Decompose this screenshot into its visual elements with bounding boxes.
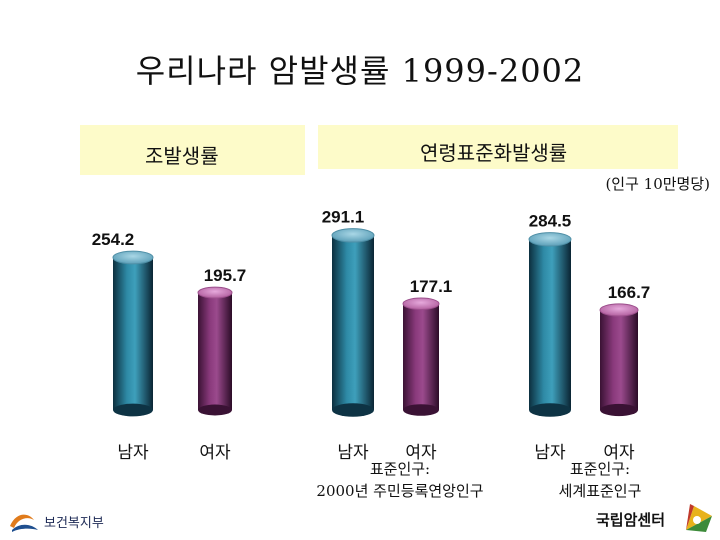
korean-standard-note: 표준인구: 2000년 주민등록연앙인구 bbox=[295, 458, 505, 502]
value-label-crude-female: 195.7 bbox=[204, 266, 247, 285]
korean-standard-note-line1: 표준인구: bbox=[369, 460, 431, 478]
cancer-center-logo: 국립암센터 bbox=[596, 504, 712, 532]
category-label-crude-male: 남자 bbox=[117, 443, 149, 463]
ministry-logo-text: 보건복지부 bbox=[44, 516, 104, 531]
bar-world-female bbox=[600, 309, 638, 410]
page-title: 우리나라 암발생률 1999-2002 bbox=[135, 52, 585, 90]
bar-korean-male bbox=[332, 235, 374, 410]
standardized-rate-band bbox=[318, 125, 678, 169]
bar-top-korean-male bbox=[331, 228, 375, 243]
bar-base-world-male bbox=[529, 403, 571, 417]
world-standard-note-line2: 세계표준인구 bbox=[558, 482, 642, 500]
bar-base-crude-female bbox=[198, 404, 232, 416]
bar-crude-male bbox=[113, 257, 153, 410]
bar-top-world-male bbox=[528, 232, 572, 247]
bar-base-crude-male bbox=[113, 403, 153, 417]
korean-standard-note-line2: 2000년 주민등록연앙인구 bbox=[316, 482, 484, 500]
unit-label: (인구 10만명당) bbox=[605, 175, 710, 193]
category-label-world-female: 여자 bbox=[603, 443, 635, 463]
bar-crude-female bbox=[198, 292, 232, 410]
bar-base-korean-female bbox=[403, 404, 439, 416]
value-label-crude-male: 254.2 bbox=[92, 230, 135, 249]
bar-world-male bbox=[529, 239, 571, 410]
value-label-world-female: 166.7 bbox=[608, 283, 651, 302]
bar-top-korean-female bbox=[402, 297, 440, 310]
bar-korean-female bbox=[403, 303, 439, 410]
cancer-center-logo-text: 국립암센터 bbox=[596, 511, 665, 529]
crude-rate-band bbox=[80, 125, 305, 175]
value-label-world-male: 284.5 bbox=[529, 212, 572, 231]
category-label-world-male: 남자 bbox=[534, 443, 566, 463]
category-label-korean-female: 여자 bbox=[405, 443, 437, 463]
value-label-korean-female: 177.1 bbox=[410, 277, 453, 296]
world-standard-note: 표준인구: 세계표준인구 bbox=[530, 458, 670, 502]
world-standard-note-line1: 표준인구: bbox=[569, 460, 631, 478]
bar-top-world-female bbox=[599, 303, 639, 317]
category-label-crude-female: 여자 bbox=[199, 443, 231, 463]
standardized-rate-label: 연령표준화발생률 bbox=[420, 141, 568, 165]
category-label-korean-male: 남자 bbox=[337, 443, 369, 463]
bar-base-world-female bbox=[600, 403, 638, 417]
ministry-logo: 보건복지부 bbox=[10, 514, 104, 532]
bar-base-korean-male bbox=[332, 403, 374, 417]
crude-rate-label: 조발생률 bbox=[145, 144, 219, 168]
value-label-korean-male: 291.1 bbox=[322, 208, 365, 227]
bar-top-crude-male bbox=[112, 250, 154, 265]
bar-top-crude-female bbox=[197, 286, 233, 299]
